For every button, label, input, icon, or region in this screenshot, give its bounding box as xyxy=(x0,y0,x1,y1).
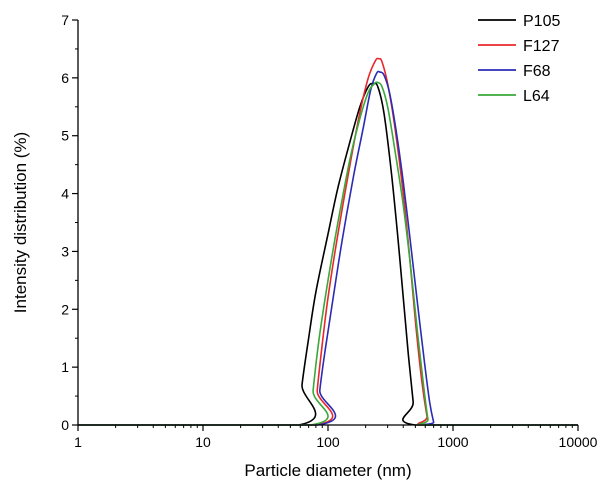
plot-area xyxy=(78,57,578,426)
y-tick-label: 3 xyxy=(61,243,69,259)
series-line-f68 xyxy=(78,70,578,426)
y-tick-label: 7 xyxy=(61,12,69,28)
x-tick-label: 1 xyxy=(74,434,82,450)
legend: P105 F127 F68 L64 xyxy=(478,13,560,105)
y-tick-label: 2 xyxy=(61,301,69,317)
legend-item-f127: F127 xyxy=(478,38,560,55)
legend-item-l64: L64 xyxy=(478,88,550,105)
y-tick-label: 6 xyxy=(61,70,69,86)
legend-label: P105 xyxy=(523,13,560,30)
x-tick-label: 1000 xyxy=(437,434,468,450)
legend-label: F127 xyxy=(523,38,560,55)
y-tick-label: 5 xyxy=(61,128,69,144)
y-tick-label: 1 xyxy=(61,359,69,375)
x-tick-label: 10 xyxy=(195,434,211,450)
y-tick-label: 4 xyxy=(61,186,69,202)
y-axis-title: Intensity distribution (%) xyxy=(11,132,30,313)
x-tick-label: 10000 xyxy=(559,434,598,450)
legend-item-p105: P105 xyxy=(478,13,560,30)
legend-label: F68 xyxy=(523,63,551,80)
x-axis-title: Particle diameter (nm) xyxy=(244,461,411,480)
series-line-f127 xyxy=(78,57,578,426)
legend-item-f68: F68 xyxy=(478,63,551,80)
x-tick-label: 100 xyxy=(316,434,340,450)
y-tick-label: 0 xyxy=(61,417,69,433)
legend-label: L64 xyxy=(523,88,550,105)
series-line-p105 xyxy=(78,82,578,426)
series-line-l64 xyxy=(78,81,578,426)
